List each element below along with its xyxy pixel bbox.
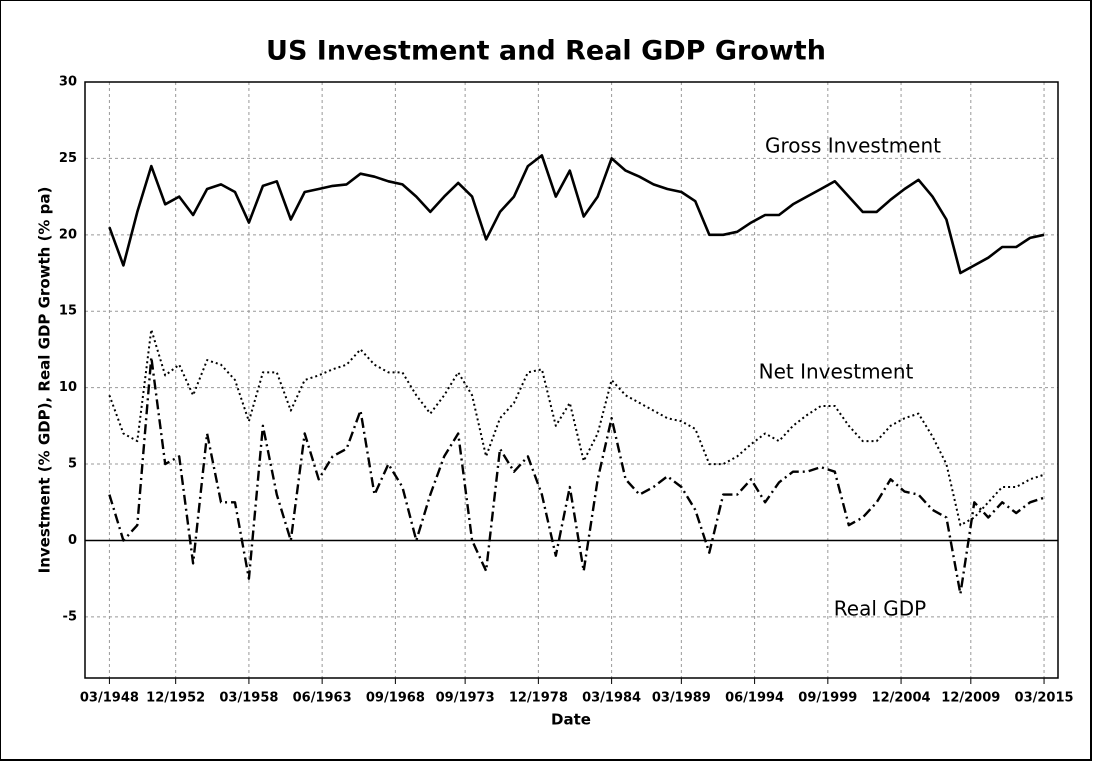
x-tick-label: 12/2009 — [941, 691, 1000, 706]
x-tick-label: 03/2015 — [1015, 691, 1074, 706]
x-tick-label: 09/1973 — [436, 691, 495, 706]
x-tick-label: 12/2004 — [872, 691, 931, 706]
x-axis-label: Date — [551, 711, 591, 729]
x-tick-label: 06/1994 — [725, 691, 784, 706]
series-line — [108, 154, 1045, 275]
chart-title: US Investment and Real GDP Growth — [266, 36, 826, 67]
y-tick-label: 25 — [59, 151, 77, 166]
series-label: Gross Investment — [765, 134, 941, 158]
y-tick-label: 0 — [68, 533, 77, 548]
x-tick-label: 03/1984 — [582, 691, 641, 706]
y-tick-label: -5 — [63, 609, 77, 624]
x-tick-label: 03/1989 — [652, 691, 711, 706]
y-tick-label: 30 — [59, 75, 77, 90]
x-tick-label: 03/1948 — [80, 691, 139, 706]
x-tick-label: 09/1968 — [366, 691, 425, 706]
series-label: Real GDP — [834, 597, 926, 621]
x-tick-label: 06/1963 — [293, 691, 352, 706]
x-tick-label: 03/1958 — [219, 691, 278, 706]
y-tick-label: 15 — [59, 304, 77, 319]
y-axis-label: Investment (% GDP), Real GDP Growth (% p… — [36, 187, 54, 574]
x-tick-label: 12/1978 — [509, 691, 568, 706]
series-label: Net Investment — [759, 360, 914, 384]
x-tick-label: 12/1952 — [146, 691, 205, 706]
plot-frame — [84, 81, 1059, 679]
series-line — [108, 355, 1045, 596]
y-tick-label: 5 — [68, 457, 77, 472]
y-tick-label: 20 — [59, 227, 77, 242]
x-tick-label: 09/1999 — [798, 691, 857, 706]
y-tick-label: 10 — [59, 380, 77, 395]
